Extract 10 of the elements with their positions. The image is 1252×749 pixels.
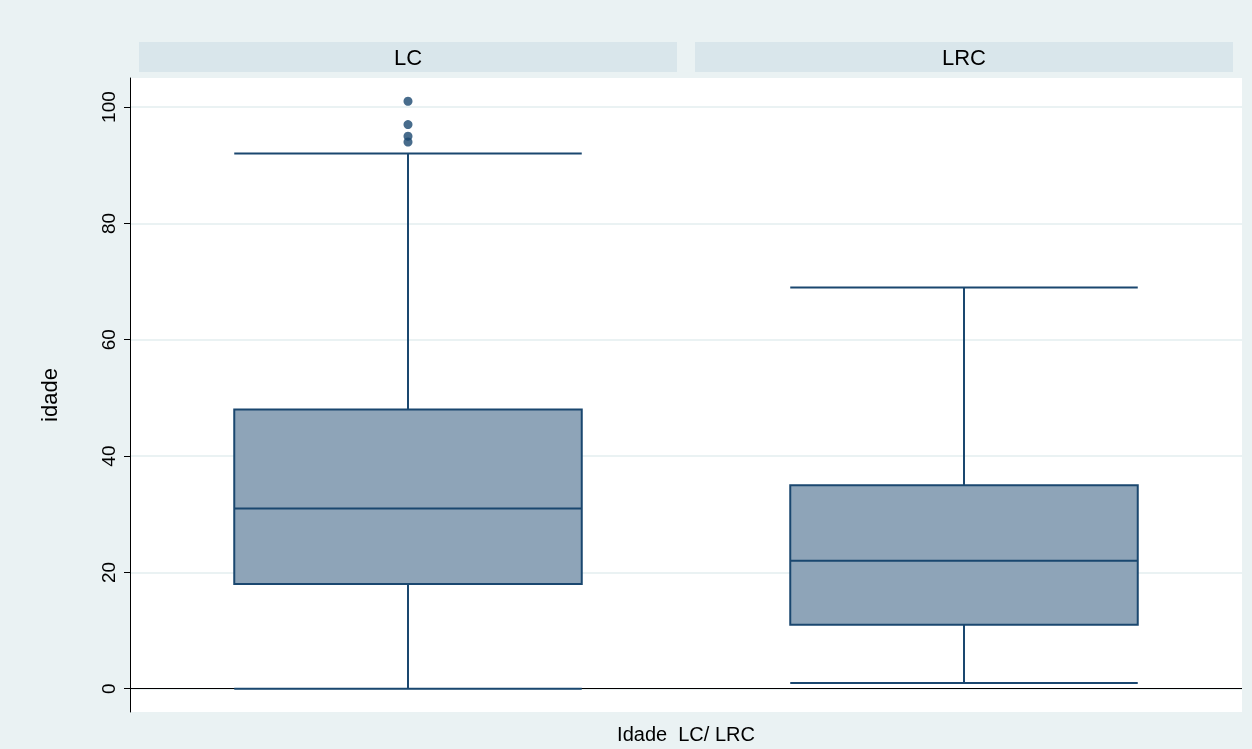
y-tick-label: 0 <box>98 683 119 695</box>
x-tick-label: LRC <box>941 44 987 70</box>
x-axis-title: Idade LC/ LRC <box>617 723 755 745</box>
y-tick-label: 40 <box>98 445 119 467</box>
y-tick-label: 100 <box>98 91 119 123</box>
y-axis-title: idade <box>36 368 62 422</box>
x-tick-label: LC <box>393 44 423 70</box>
y-tick-label: 80 <box>98 212 119 234</box>
y-tick-label: 60 <box>98 329 119 351</box>
y-tick-label: 20 <box>98 561 119 583</box>
